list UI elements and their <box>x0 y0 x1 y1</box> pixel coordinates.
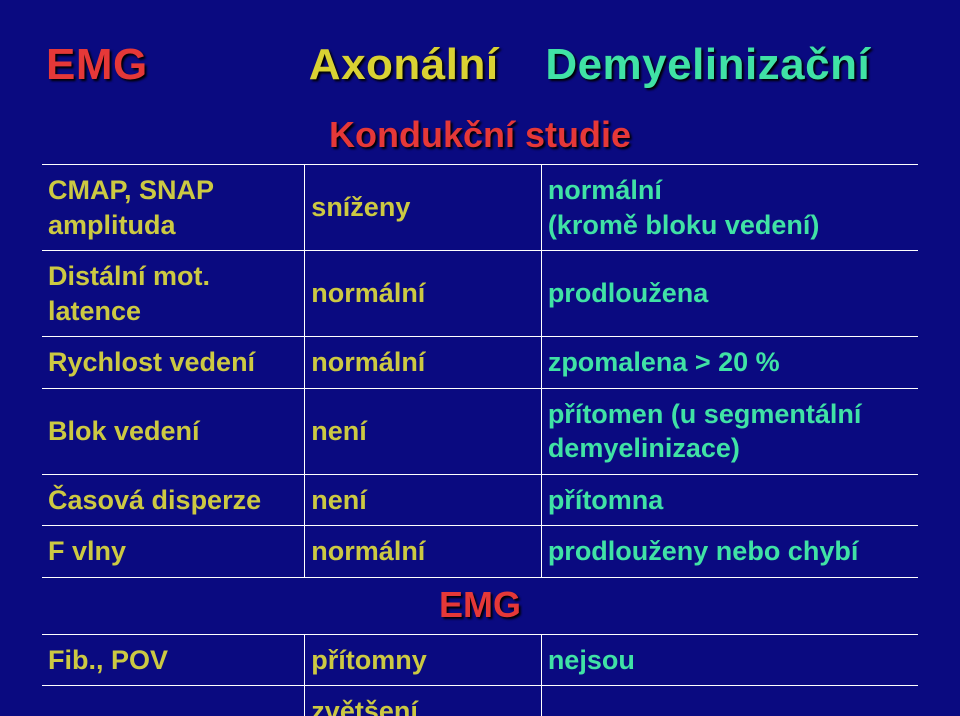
section-conduction-label: Kondukční studie <box>42 108 918 165</box>
slide-container: EMG Axonální Demyelinizační Kondukční st… <box>0 0 960 716</box>
row-label: Rychlost vedení <box>42 337 305 389</box>
row-label: CMAP, SNAP amplituda <box>42 165 305 251</box>
row-label: Fib., POV <box>42 634 305 686</box>
table-row: Distální mot. latence normální prodlouže… <box>42 251 918 337</box>
row-label: Distální mot. latence <box>42 251 305 337</box>
table-row: F vlny normální prodlouženy nebo chybí <box>42 526 918 578</box>
demy-text: přítomen (u segmentální demyelinizace) <box>548 399 862 464</box>
row-label: MUP morfologie <box>42 686 305 716</box>
table-row: Rychlost vedení normální zpomalena > 20 … <box>42 337 918 389</box>
section-conduction: Kondukční studie <box>42 108 918 165</box>
header-demyelin: Demyelinizační <box>541 36 918 108</box>
demy-text: prodlouženy nebo chybí <box>548 536 859 566</box>
row-demy: prodlouženy nebo chybí <box>541 526 918 578</box>
row-demy: zpomalena > 20 % <box>541 337 918 389</box>
comparison-table: EMG Axonální Demyelinizační Kondukční st… <box>42 36 918 716</box>
header-row: EMG Axonální Demyelinizační <box>42 36 918 108</box>
row-demy: nejsou <box>541 634 918 686</box>
row-demy: prodloužena <box>541 251 918 337</box>
row-axon: sníženy <box>305 165 542 251</box>
row-axon: zvětšení,polyfázie <box>305 686 542 716</box>
section-emg: EMG <box>42 577 918 634</box>
table-row: Blok vedení není přítomen (u segmentální… <box>42 388 918 474</box>
row-axon: normální <box>305 526 542 578</box>
row-axon: není <box>305 388 542 474</box>
demy-text: přítomna <box>548 485 664 515</box>
row-label: Časová disperze <box>42 474 305 526</box>
row-demy: normální(kromě bloku vedení) <box>541 165 918 251</box>
table-row: CMAP, SNAP amplituda sníženy normální(kr… <box>42 165 918 251</box>
row-axon: normální <box>305 251 542 337</box>
table-row: MUP morfologie zvětšení,polyfázie normál… <box>42 686 918 716</box>
demy-text: nejsou <box>548 645 635 675</box>
row-axon: normální <box>305 337 542 389</box>
row-axon: není <box>305 474 542 526</box>
demy-text: normální(kromě bloku vedení) <box>548 175 820 240</box>
section-emg-label: EMG <box>42 577 918 634</box>
table-row: Časová disperze není přítomna <box>42 474 918 526</box>
row-axon: přítomny <box>305 634 542 686</box>
row-label: F vlny <box>42 526 305 578</box>
demy-text: prodloužena <box>548 278 709 308</box>
row-label: Blok vedení <box>42 388 305 474</box>
row-demy: přítomna <box>541 474 918 526</box>
row-demy: normální <box>541 686 918 716</box>
row-demy: přítomen (u segmentální demyelinizace) <box>541 388 918 474</box>
table-row: Fib., POV přítomny nejsou <box>42 634 918 686</box>
header-emg: EMG <box>42 36 305 108</box>
demy-text: zpomalena > 20 % <box>548 347 780 377</box>
header-axonal: Axonální <box>305 36 542 108</box>
